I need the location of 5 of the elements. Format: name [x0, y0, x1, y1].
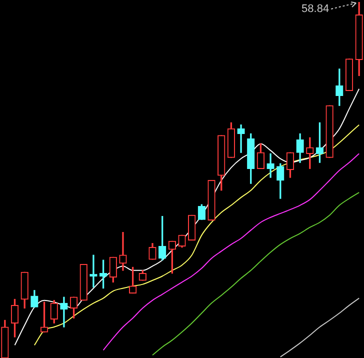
candlestick: [237, 124, 245, 153]
annotation: 58.84: [302, 3, 330, 16]
candlestick: [60, 296, 68, 328]
candlestick: [266, 153, 274, 178]
candlestick: [119, 232, 127, 271]
